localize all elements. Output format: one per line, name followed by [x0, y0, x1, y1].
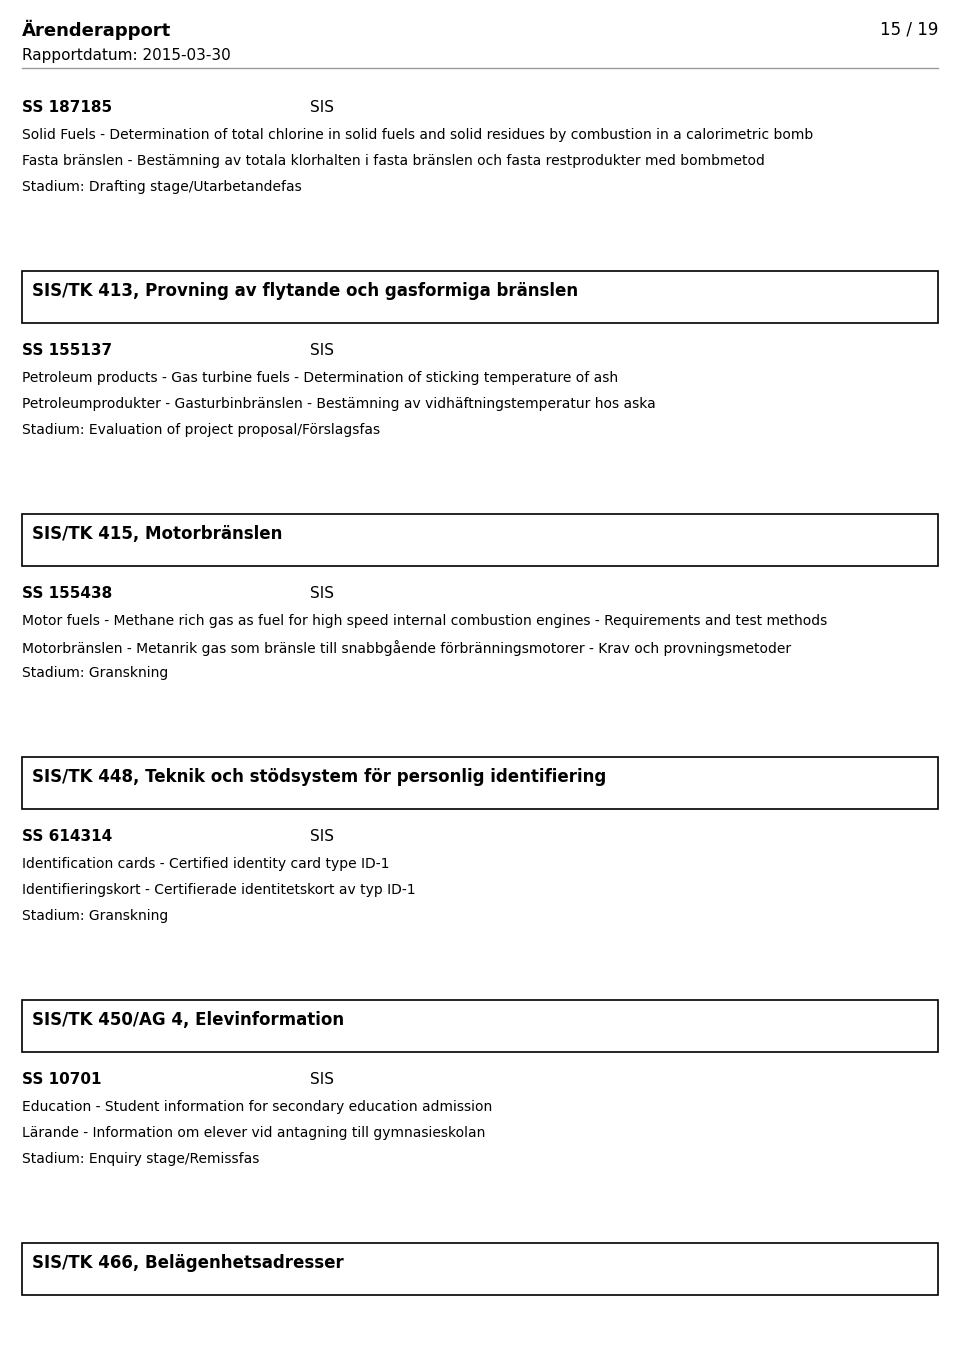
- Text: Stadium: Drafting stage/Utarbetandefas: Stadium: Drafting stage/Utarbetandefas: [22, 181, 301, 194]
- Text: SIS/TK 466, Belägenhetsadresser: SIS/TK 466, Belägenhetsadresser: [32, 1254, 344, 1272]
- Text: SIS: SIS: [310, 343, 334, 358]
- Text: Stadium: Granskning: Stadium: Granskning: [22, 666, 168, 680]
- Text: SIS/TK 413, Provning av flytande och gasformiga bränslen: SIS/TK 413, Provning av flytande och gas…: [32, 282, 578, 300]
- Text: SIS: SIS: [310, 586, 334, 601]
- Text: Motor fuels - Methane rich gas as fuel for high speed internal combustion engine: Motor fuels - Methane rich gas as fuel f…: [22, 614, 828, 628]
- Text: Motorbränslen - Metanrik gas som bränsle till snabbgående förbränningsmotorer - : Motorbränslen - Metanrik gas som bränsle…: [22, 640, 791, 655]
- Text: Ärenderapport: Ärenderapport: [22, 21, 171, 40]
- Text: Lärande - Information om elever vid antagning till gymnasieskolan: Lärande - Information om elever vid anta…: [22, 1126, 486, 1140]
- Bar: [22, 757, 938, 808]
- Text: SIS/TK 415, Motorbränslen: SIS/TK 415, Motorbränslen: [32, 525, 282, 543]
- Text: SIS: SIS: [310, 1073, 334, 1088]
- Text: SS 155438: SS 155438: [22, 586, 112, 601]
- Bar: [22, 271, 938, 323]
- Text: SIS/TK 450/AG 4, Elevinformation: SIS/TK 450/AG 4, Elevinformation: [32, 1011, 344, 1029]
- Text: SS 155137: SS 155137: [22, 343, 112, 358]
- Text: SS 10701: SS 10701: [22, 1073, 102, 1088]
- Text: Stadium: Evaluation of project proposal/Förslagsfas: Stadium: Evaluation of project proposal/…: [22, 423, 380, 436]
- Text: SIS: SIS: [310, 829, 334, 844]
- Text: Rapportdatum: 2015-03-30: Rapportdatum: 2015-03-30: [22, 48, 230, 63]
- Text: SS 614314: SS 614314: [22, 829, 112, 844]
- Text: SS 187185: SS 187185: [22, 100, 112, 115]
- Text: Solid Fuels - Determination of total chlorine in solid fuels and solid residues : Solid Fuels - Determination of total chl…: [22, 129, 813, 142]
- Bar: [22, 1000, 938, 1052]
- Text: Stadium: Granskning: Stadium: Granskning: [22, 908, 168, 923]
- Text: Petroleum products - Gas turbine fuels - Determination of sticking temperature o: Petroleum products - Gas turbine fuels -…: [22, 371, 618, 384]
- Text: Identification cards - Certified identity card type ID-1: Identification cards - Certified identit…: [22, 856, 390, 871]
- Bar: [22, 514, 938, 566]
- Text: Stadium: Enquiry stage/Remissfas: Stadium: Enquiry stage/Remissfas: [22, 1152, 259, 1166]
- Text: Identifieringskort - Certifierade identitetskort av typ ID-1: Identifieringskort - Certifierade identi…: [22, 882, 416, 897]
- Text: 15 / 19: 15 / 19: [879, 21, 938, 38]
- Text: Fasta bränslen - Bestämning av totala klorhalten i fasta bränslen och fasta rest: Fasta bränslen - Bestämning av totala kl…: [22, 155, 765, 168]
- Text: SIS: SIS: [310, 100, 334, 115]
- Bar: [22, 1244, 938, 1295]
- Text: SIS/TK 448, Teknik och stödsystem för personlig identifiering: SIS/TK 448, Teknik och stödsystem för pe…: [32, 767, 607, 787]
- Text: Education - Student information for secondary education admission: Education - Student information for seco…: [22, 1100, 492, 1114]
- Text: Petroleumprodukter - Gasturbinbränslen - Bestämning av vidhäftningstemperatur ho: Petroleumprodukter - Gasturbinbränslen -…: [22, 397, 656, 410]
